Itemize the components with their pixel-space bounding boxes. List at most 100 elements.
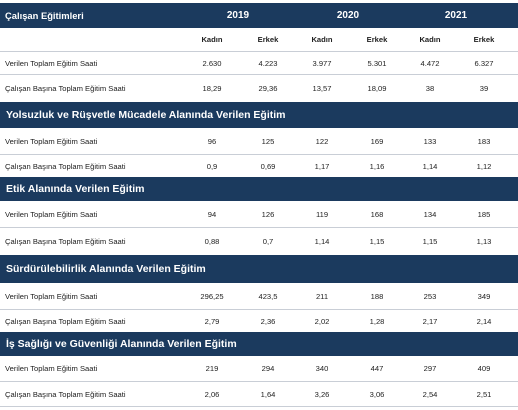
section-header: Sürdürülebilirlik Alanında Verilen Eğiti… xyxy=(0,255,518,283)
row-value: 133 xyxy=(423,136,437,146)
gender-label: Erkek xyxy=(366,35,388,44)
row-label: Verilen Toplam Eğitim Saati xyxy=(5,136,98,146)
row-label: Çalışan Başına Toplam Eğitim Saati xyxy=(5,84,126,93)
row-value: 1,15 xyxy=(369,237,385,246)
row-value: 126 xyxy=(261,209,275,219)
row-value: 297 xyxy=(423,364,437,373)
year-2019: 2019 xyxy=(226,10,250,21)
row-label: Verilen Toplam Eğitim Saati xyxy=(5,58,98,68)
gender-label: Kadın xyxy=(311,35,333,44)
gender-subheader: Kadın Erkek Kadın Erkek Kadın Erkek xyxy=(0,28,518,52)
row-value: 2,17 xyxy=(422,316,438,326)
year-2020: 2020 xyxy=(336,10,360,21)
row-value: 0,69 xyxy=(260,161,276,171)
row-value: 122 xyxy=(315,136,329,146)
row-value: 38 xyxy=(425,84,435,93)
row-value: 168 xyxy=(370,209,384,219)
row-value: 119 xyxy=(315,209,329,219)
row-value: 2,51 xyxy=(476,389,492,399)
row-value: 2.630 xyxy=(202,58,222,68)
row-value: 2,02 xyxy=(314,316,330,326)
row-value: 18,29 xyxy=(202,84,222,93)
row-label: Çalışan Başına Toplam Eğitim Saati xyxy=(5,389,126,399)
row-label: Çalışan Başına Toplam Eğitim Saati xyxy=(5,237,126,246)
row-value: 125 xyxy=(261,136,275,146)
table-row: Verilen Toplam Eğitim Saati 296,25 423,5… xyxy=(0,283,518,310)
row-value: 185 xyxy=(477,209,491,219)
row-value: 6.327 xyxy=(474,58,494,68)
row-value: 4.472 xyxy=(420,58,440,68)
row-label: Verilen Toplam Eğitim Saati xyxy=(5,364,98,373)
table-row: Çalışan Başına Toplam Eğitim Saati 2,06 … xyxy=(0,382,518,407)
table-title: Çalışan Eğitimleri xyxy=(5,10,84,21)
row-value: 5.301 xyxy=(367,58,387,68)
row-value: 3,06 xyxy=(369,389,385,399)
row-value: 183 xyxy=(477,136,491,146)
gender-label: Kadın xyxy=(201,35,223,44)
row-value: 1,14 xyxy=(314,237,330,246)
row-value: 0,9 xyxy=(206,161,218,171)
row-value: 169 xyxy=(370,136,384,146)
row-value: 13,57 xyxy=(312,84,332,93)
row-value: 296,25 xyxy=(200,291,224,301)
row-label: Çalışan Başına Toplam Eğitim Saati xyxy=(5,161,126,171)
table-row: Çalışan Başına Toplam Eğitim Saati 2,79 … xyxy=(0,310,518,332)
section-title: Yolsuzluk ve Rüşvetle Mücadele Alanında … xyxy=(6,109,286,121)
row-value: 18,09 xyxy=(367,84,387,93)
row-label: Çalışan Başına Toplam Eğitim Saati xyxy=(5,316,126,326)
gender-label: Kadın xyxy=(419,35,441,44)
row-value: 1,64 xyxy=(260,389,276,399)
table-row: Verilen Toplam Eğitim Saati 96 125 122 1… xyxy=(0,128,518,155)
row-value: 219 xyxy=(205,364,219,373)
table-row: Çalışan Başına Toplam Eğitim Saati 18,29… xyxy=(0,75,518,102)
row-value: 447 xyxy=(370,364,384,373)
table-row: Çalışan Başına Toplam Eğitim Saati 0,9 0… xyxy=(0,155,518,177)
row-value: 409 xyxy=(477,364,491,373)
row-value: 1,12 xyxy=(476,161,492,171)
row-value: 3.977 xyxy=(312,58,332,68)
row-value: 188 xyxy=(370,291,384,301)
section-header: Etik Alanında Verilen Eğitim xyxy=(0,177,518,201)
row-value: 94 xyxy=(207,209,217,219)
table-row: Verilen Toplam Eğitim Saati 94 126 119 1… xyxy=(0,201,518,228)
year-2021: 2021 xyxy=(444,10,468,21)
section-header: İş Sağlığı ve Güvenliği Alanında Verilen… xyxy=(0,332,518,356)
section-title: İş Sağlığı ve Güvenliği Alanında Verilen… xyxy=(6,338,237,350)
row-label: Verilen Toplam Eğitim Saati xyxy=(5,291,98,301)
row-value: 29,36 xyxy=(258,84,278,93)
row-value: 0,88 xyxy=(204,237,220,246)
row-value: 4.223 xyxy=(258,58,278,68)
row-value: 3,26 xyxy=(314,389,330,399)
table-row: Çalışan Başına Toplam Eğitim Saati 0,88 … xyxy=(0,228,518,255)
row-value: 2,06 xyxy=(204,389,220,399)
row-value: 1,15 xyxy=(422,237,438,246)
row-value: 211 xyxy=(315,291,329,301)
row-value: 340 xyxy=(315,364,329,373)
section-title: Etik Alanında Verilen Eğitim xyxy=(6,183,145,195)
section-header: Yolsuzluk ve Rüşvetle Mücadele Alanında … xyxy=(0,102,518,128)
row-value: 2,14 xyxy=(476,316,492,326)
row-value: 1,14 xyxy=(422,161,438,171)
row-label: Verilen Toplam Eğitim Saati xyxy=(5,209,98,219)
gender-label: Erkek xyxy=(257,35,279,44)
row-value: 294 xyxy=(261,364,275,373)
row-value: 96 xyxy=(207,136,217,146)
table-header: Çalışan Eğitimleri 2019 2020 2021 xyxy=(0,3,518,28)
row-value: 1,13 xyxy=(476,237,492,246)
table-row: Verilen Toplam Eğitim Saati 2.630 4.223 … xyxy=(0,52,518,75)
row-value: 0,7 xyxy=(262,237,274,246)
row-value: 2,36 xyxy=(260,316,276,326)
row-value: 1,17 xyxy=(314,161,330,171)
row-value: 423,5 xyxy=(258,291,278,301)
section-title: Sürdürülebilirlik Alanında Verilen Eğiti… xyxy=(6,263,206,275)
table-row: Verilen Toplam Eğitim Saati 219 294 340 … xyxy=(0,356,518,382)
row-value: 2,54 xyxy=(422,389,438,399)
row-value: 39 xyxy=(479,84,489,93)
row-value: 349 xyxy=(477,291,491,301)
row-value: 1,28 xyxy=(369,316,385,326)
row-value: 1,16 xyxy=(369,161,385,171)
row-value: 2,79 xyxy=(204,316,220,326)
gender-label: Erkek xyxy=(473,35,495,44)
row-value: 253 xyxy=(423,291,437,301)
row-value: 134 xyxy=(423,209,437,219)
